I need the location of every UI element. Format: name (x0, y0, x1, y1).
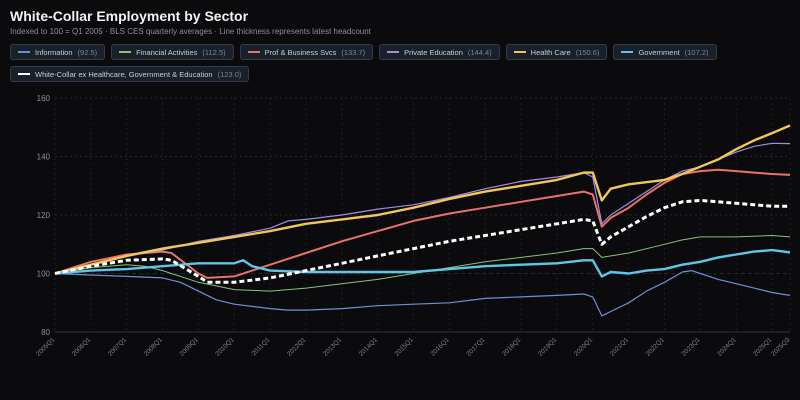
y-tick-label: 80 (41, 328, 50, 337)
chart-subtitle: Indexed to 100 = Q1 2005 · BLS CES quart… (10, 27, 371, 36)
legend-swatch (247, 51, 260, 53)
x-tick-label: 2025Q3 (770, 336, 792, 358)
series-line-government (54, 248, 791, 278)
x-tick-label: 2006Q1 (71, 336, 93, 358)
x-tick-label: 2015Q1 (394, 336, 416, 358)
legend-latest-value: (107.2) (684, 47, 709, 57)
y-tick-label: 160 (37, 94, 51, 103)
legend-latest-value: (150.6) (575, 47, 600, 57)
y-tick-label: 120 (37, 211, 51, 220)
legend-label: Government (638, 47, 680, 57)
legend-latest-value: (112.5) (202, 47, 226, 57)
y-tick-label: 140 (37, 153, 51, 162)
legend-swatch (18, 73, 30, 75)
legend-latest-value: (123.0) (217, 69, 242, 79)
legend-item-prof-business-svcs[interactable]: Prof & Business Svcs (133.7) (239, 44, 374, 60)
x-tick-label: 2009Q1 (179, 336, 201, 358)
x-tick-label: 2005Q1 (35, 336, 57, 358)
legend-item-health-care[interactable]: Health Care (150.6) (505, 44, 608, 60)
x-tick-label: 2011Q1 (251, 336, 272, 357)
y-tick-label: 100 (37, 270, 51, 279)
legend-label: Prof & Business Svcs (264, 47, 337, 57)
x-tick-label: 2016Q1 (429, 336, 451, 358)
x-tick-label: 2020Q1 (573, 336, 595, 358)
x-tick-label: 2022Q1 (645, 336, 667, 358)
chart-title: White-Collar Employment by Sector (10, 8, 249, 24)
legend-swatch (513, 51, 526, 53)
x-tick-label: 2012Q1 (286, 336, 308, 358)
legend: Information (92.5) Financial Activities (11… (10, 44, 770, 82)
legend-label: Private Education (404, 47, 463, 57)
x-tick-label: 2007Q1 (107, 336, 129, 358)
x-tick-label: 2023Q1 (680, 336, 702, 358)
legend-label: Information (35, 47, 73, 57)
x-tick-label: 2021Q1 (609, 336, 631, 358)
legend-latest-value: (144.4) (467, 47, 492, 57)
series-line-financial-activities (54, 235, 791, 292)
legend-item-private-education[interactable]: Private Education (144.4) (379, 44, 500, 60)
series-line-private-education (54, 142, 791, 275)
x-tick-label: 2017Q1 (465, 336, 487, 358)
x-tick-label: 2010Q1 (214, 336, 236, 358)
x-tick-label: 2018Q1 (501, 336, 523, 358)
legend-swatch (119, 51, 132, 53)
x-tick-label: 2013Q1 (322, 336, 344, 358)
legend-latest-value: (133.7) (341, 47, 366, 57)
x-tick-label: 2008Q1 (143, 336, 165, 358)
legend-label: Health Care (530, 47, 571, 57)
x-tick-label: 2014Q1 (358, 336, 380, 358)
series-line-prof-business-svcs (54, 168, 791, 279)
x-tick-label: 2019Q1 (537, 336, 559, 358)
legend-item-information[interactable]: Information (92.5) (10, 44, 106, 60)
legend-item-government[interactable]: Government (107.2) (613, 44, 717, 60)
series-line-white-collar-ex-healthcare-government-education (54, 198, 790, 284)
legend-swatch (387, 51, 400, 53)
legend-item-financial-activities[interactable]: Financial Activities (112.5) (111, 44, 234, 60)
series-line-health-care (54, 124, 791, 275)
legend-swatch (621, 51, 634, 53)
x-tick-label: 2024Q1 (716, 336, 738, 358)
series-line-information (54, 270, 791, 317)
legend-item-white-collar-ex-healthcare-government-education[interactable]: White-Collar ex Healthcare, Government &… (10, 66, 250, 82)
legend-latest-value: (92.5) (77, 47, 98, 57)
legend-label: White-Collar ex Healthcare, Government &… (35, 69, 213, 79)
legend-swatch (18, 51, 30, 53)
legend-label: Financial Activities (136, 47, 198, 57)
